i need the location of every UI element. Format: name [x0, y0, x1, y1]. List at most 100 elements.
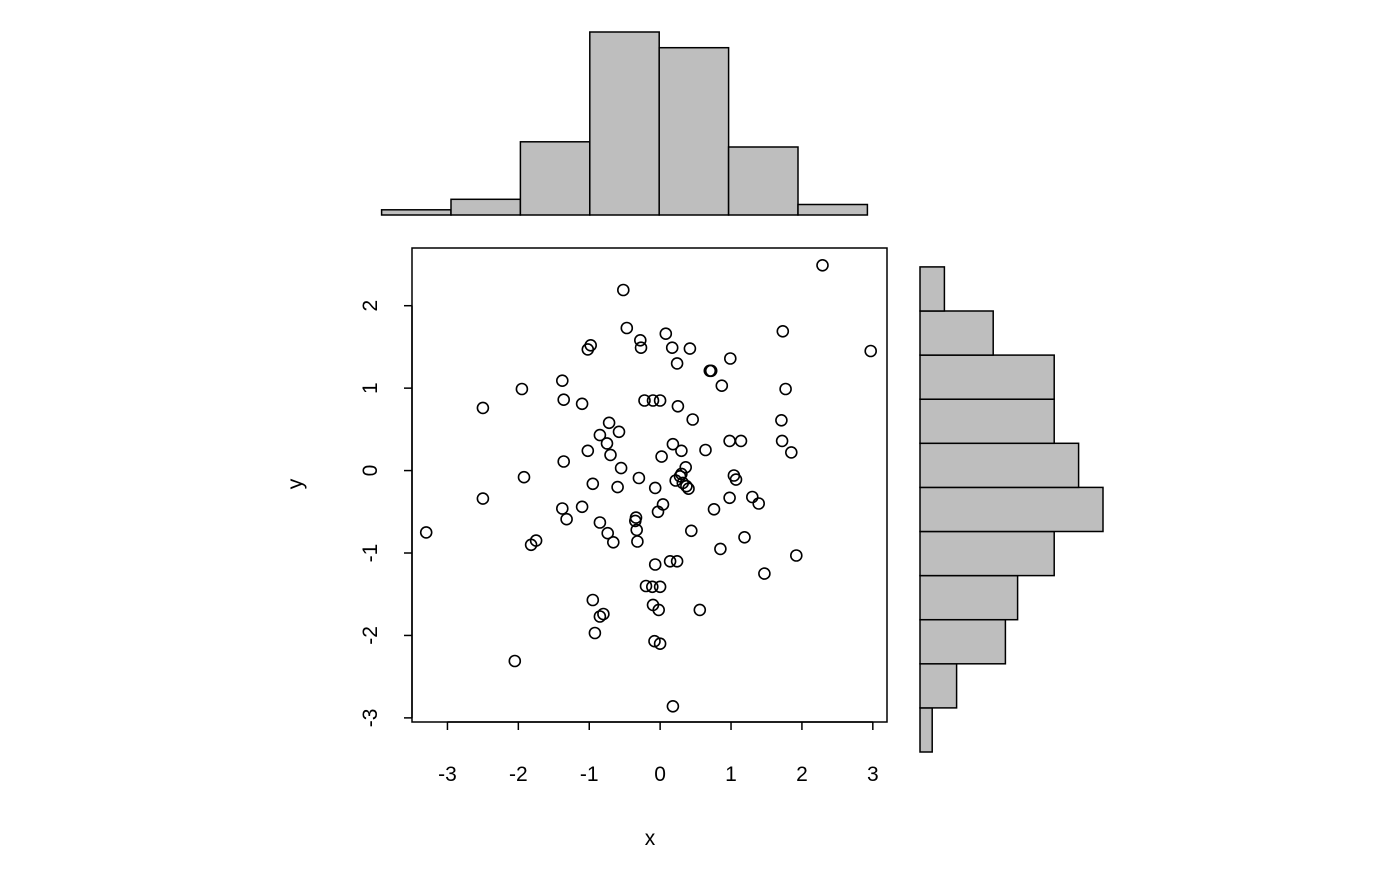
data-point: [734, 434, 748, 448]
data-point: [784, 446, 798, 459]
y-histogram-bar: [919, 310, 994, 356]
x-histogram-bar: [380, 209, 452, 216]
data-point: [714, 542, 727, 556]
data-point: [614, 461, 628, 475]
data-point: [715, 379, 729, 393]
right-histogram: [919, 266, 1104, 753]
data-point: [601, 526, 615, 540]
data-point: [775, 413, 788, 427]
data-point: [656, 498, 670, 511]
data-point: [816, 258, 829, 272]
x-tick-label: 3: [867, 763, 879, 786]
y-axis-label: y: [284, 478, 307, 489]
x-axis-label: x: [645, 827, 656, 850]
data-point: [775, 434, 789, 448]
y-axis: -3 -2 -1 0 1 2: [359, 300, 413, 727]
data-point: [699, 443, 712, 457]
data-point: [758, 567, 771, 580]
data-point: [575, 500, 589, 514]
y-histogram-bar: [919, 266, 946, 312]
data-point: [593, 516, 607, 529]
y-histogram-bar: [919, 442, 1080, 489]
data-point: [653, 637, 667, 651]
data-point: [670, 554, 684, 568]
data-point: [665, 341, 679, 355]
data-point: [557, 393, 571, 407]
data-point: [723, 491, 736, 505]
x-histogram-bar: [589, 31, 660, 216]
data-point: [639, 579, 653, 593]
data-point: [745, 490, 759, 504]
data-point: [612, 425, 626, 439]
data-point: [653, 394, 667, 407]
data-point: [584, 338, 598, 352]
x-histogram-bar: [658, 46, 730, 216]
x-tick-label: 2: [796, 763, 808, 786]
data-point: [752, 497, 766, 510]
data-point: [704, 364, 718, 378]
data-point: [646, 394, 660, 407]
y-tick-label: 0: [359, 465, 382, 477]
y-histogram-bar: [919, 663, 958, 709]
x-tick-label: 0: [654, 763, 666, 786]
data-point: [686, 413, 700, 426]
data-point: [671, 399, 685, 413]
data-point: [659, 327, 673, 341]
data-point: [633, 333, 647, 347]
data-point: [593, 610, 607, 623]
data-point: [675, 444, 688, 458]
x-histogram-bar: [727, 146, 799, 216]
x-axis: -3 -2 -1 0 1 2 3: [438, 721, 879, 786]
data-point: [597, 607, 610, 621]
x-histogram-bar: [797, 203, 869, 216]
data-point: [679, 460, 693, 474]
y-tick-label: -2: [359, 626, 382, 645]
y-histogram-bar: [919, 530, 1055, 577]
data-point: [593, 428, 607, 442]
data-point: [634, 341, 648, 355]
data-point: [645, 580, 659, 594]
data-point: [648, 481, 662, 495]
data-point: [600, 437, 614, 450]
data-point: [653, 580, 667, 594]
data-point: [586, 477, 600, 491]
data-point: [508, 654, 522, 668]
y-histogram-bar: [919, 618, 1007, 665]
data-point: [669, 474, 683, 487]
data-point: [515, 382, 529, 396]
data-point: [684, 524, 698, 538]
data-point: [648, 558, 662, 571]
y-histogram-bar: [919, 486, 1104, 533]
x-tick-label: 1: [725, 763, 737, 786]
data-point: [581, 444, 595, 458]
data-point: [670, 357, 684, 370]
data-point: [723, 434, 736, 448]
data-point: [707, 502, 721, 516]
data-point: [611, 480, 624, 494]
scatter-plot: -3 -2 -1 0 1 2 3 -3 -2 -1 0 1 2 x y: [284, 247, 888, 850]
data-point: [602, 416, 616, 430]
data-point: [620, 321, 634, 335]
data-point: [588, 626, 602, 640]
top-histogram: [380, 31, 869, 216]
data-point: [638, 394, 651, 407]
data-point: [555, 502, 569, 515]
x-histogram-bar: [519, 141, 591, 216]
data-point: [628, 514, 642, 528]
data-point: [652, 603, 666, 617]
data-point: [680, 479, 693, 493]
data-point: [555, 374, 569, 388]
plot-frame: [411, 247, 888, 723]
data-point: [517, 470, 531, 484]
data-point: [729, 473, 743, 486]
data-point: [693, 603, 707, 617]
x-tick-label: -1: [580, 763, 599, 786]
data-point: [682, 482, 695, 496]
data-point: [663, 554, 677, 568]
y-tick-label: 1: [359, 382, 382, 394]
y-histogram-bar: [919, 354, 1055, 400]
points-layer: [419, 258, 878, 713]
data-point: [789, 549, 803, 562]
data-point: [529, 534, 543, 547]
